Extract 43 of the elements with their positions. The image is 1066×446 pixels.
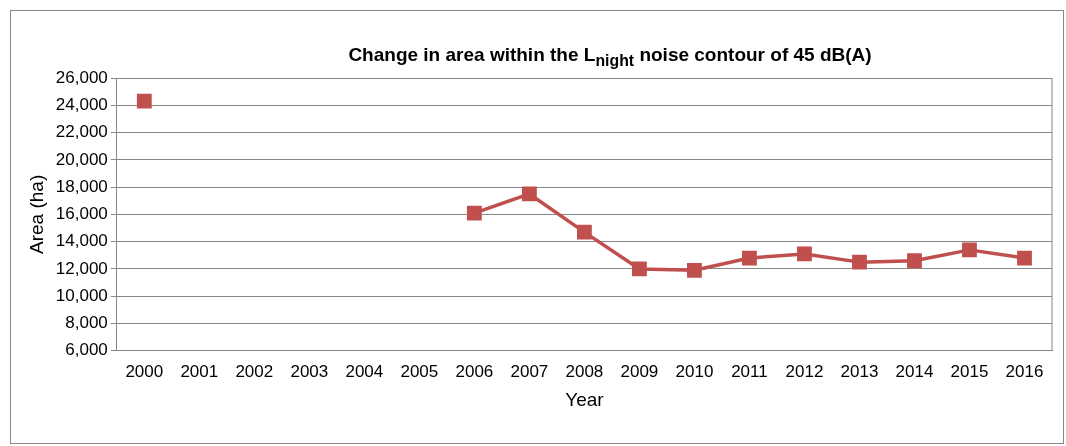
x-tick-label: 2012	[785, 361, 824, 381]
y-tick-label: 26,000	[55, 67, 108, 87]
point	[576, 224, 592, 240]
y-tick-label: 22,000	[55, 122, 108, 142]
y-tick-label: 18,000	[55, 176, 108, 196]
x-tick-label: 2008	[565, 361, 604, 381]
y-tick-label: 6,000	[65, 340, 108, 360]
point	[1017, 250, 1032, 266]
x-tick-label: 2011	[731, 361, 768, 381]
x-tick-label: 2015	[950, 361, 989, 381]
point	[687, 262, 702, 278]
point	[521, 186, 537, 202]
point	[852, 254, 867, 270]
x-tick-label: 2003	[290, 361, 329, 381]
point	[907, 253, 922, 269]
x-tick-label: 2002	[235, 361, 274, 381]
x-tick-label: 2013	[840, 361, 879, 381]
y-tick-label: 8,000	[65, 313, 108, 333]
point	[466, 205, 482, 221]
y-tick-label: 16,000	[55, 204, 108, 224]
y-axis-title: Area (ha)	[25, 174, 47, 254]
point	[742, 250, 757, 266]
point	[962, 242, 977, 258]
y-tick-label: 24,000	[55, 94, 108, 114]
x-tick-label: 2014	[895, 361, 934, 381]
x-tick-label: 2001	[180, 361, 219, 381]
x-tick-label: 2010	[675, 361, 714, 381]
y-tick-label: 10,000	[55, 285, 108, 305]
y-tick-label: 20,000	[55, 149, 108, 169]
x-tick-label: 2000	[125, 361, 164, 381]
x-tick-label: 2007	[510, 361, 549, 381]
y-tick-label: 14,000	[55, 231, 108, 251]
x-tick-label: 2005	[400, 361, 439, 381]
x-tick-label: 2004	[345, 361, 384, 381]
x-tick-label: 2009	[620, 361, 659, 381]
point	[632, 261, 647, 277]
point	[136, 93, 152, 109]
point	[797, 246, 812, 262]
x-tick-label: 2006	[455, 361, 494, 381]
x-tick-label: 2016	[1005, 361, 1044, 381]
x-axis-title: Year	[565, 388, 605, 410]
y-tick-label: 12,000	[55, 258, 108, 278]
chart-title: Change in area within the L$_{night}$ noise contour of 45 dB(A)	[347, 44, 873, 70]
